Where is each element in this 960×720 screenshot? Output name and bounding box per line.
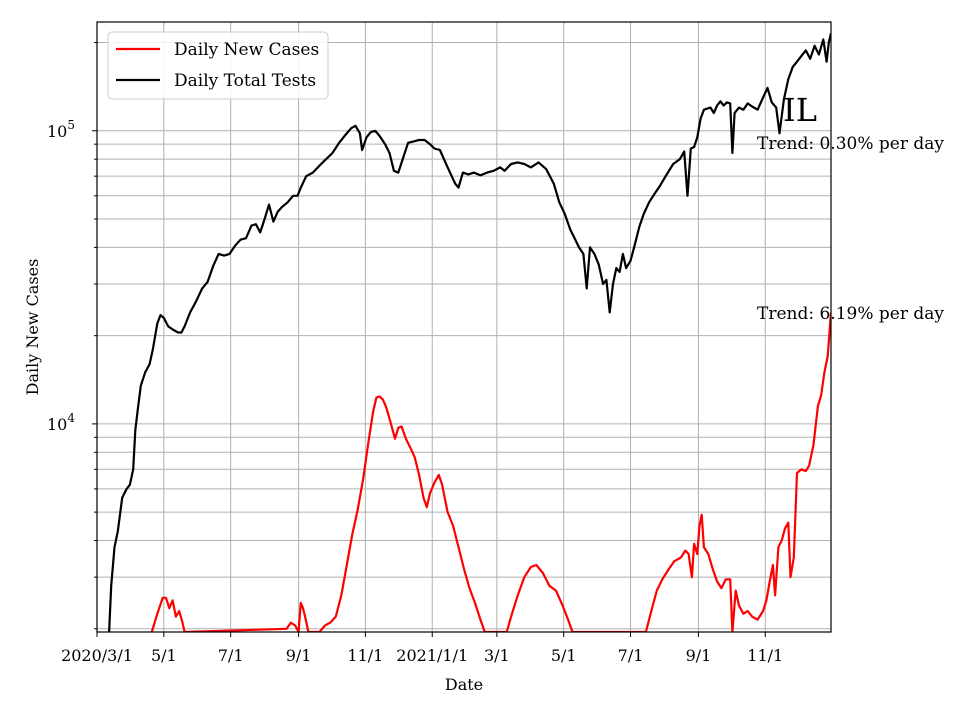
daily-total-tests-line	[108, 33, 831, 632]
x-tick-label: 7/1	[618, 646, 644, 665]
y-tick-label-exponent: 4	[67, 411, 75, 425]
x-tick-label: 2020/3/1	[61, 646, 133, 665]
legend-box	[107, 31, 329, 100]
legend: Daily New Cases Daily Total Tests	[107, 31, 329, 100]
y-tick-label-exponent: 5	[67, 118, 75, 132]
cases-trend-annotation: Trend: 6.19% per day	[757, 304, 944, 324]
y-tick-label-base: 10	[47, 122, 67, 141]
y-axis-label: Daily New Cases	[23, 259, 42, 396]
x-axis-label: Date	[445, 675, 483, 694]
x-tick-label: 5/1	[151, 646, 177, 665]
legend-label-daily-new-cases: Daily New Cases	[174, 40, 319, 60]
y-tick-label: 105	[47, 118, 75, 141]
x-tick-label: 11/1	[347, 646, 383, 665]
x-tick-label: 9/1	[686, 646, 712, 665]
axis-ticks: 2020/3/1 5/1 7/1 9/1 11/1 2021/1/1 3/1 5/1 7/1 9/…	[47, 42, 783, 665]
x-tick-label: 9/1	[286, 646, 312, 665]
plot-lines	[108, 33, 831, 632]
legend-label-daily-total-tests: Daily Total Tests	[174, 71, 316, 91]
tests-trend-annotation: Trend: 0.30% per day	[757, 134, 944, 154]
y-tick-label-base: 10	[47, 415, 67, 434]
grid	[97, 22, 831, 632]
state-label: IL	[783, 91, 817, 129]
daily-new-cases-line	[150, 312, 831, 632]
plot-frame	[96, 21, 832, 633]
y-tick-label: 104	[47, 411, 75, 434]
x-tick-label: 7/1	[218, 646, 244, 665]
x-tick-label: 5/1	[551, 646, 577, 665]
x-tick-label: 11/1	[747, 646, 783, 665]
x-tick-label: 3/1	[484, 646, 510, 665]
x-tick-label: 2021/1/1	[396, 646, 468, 665]
